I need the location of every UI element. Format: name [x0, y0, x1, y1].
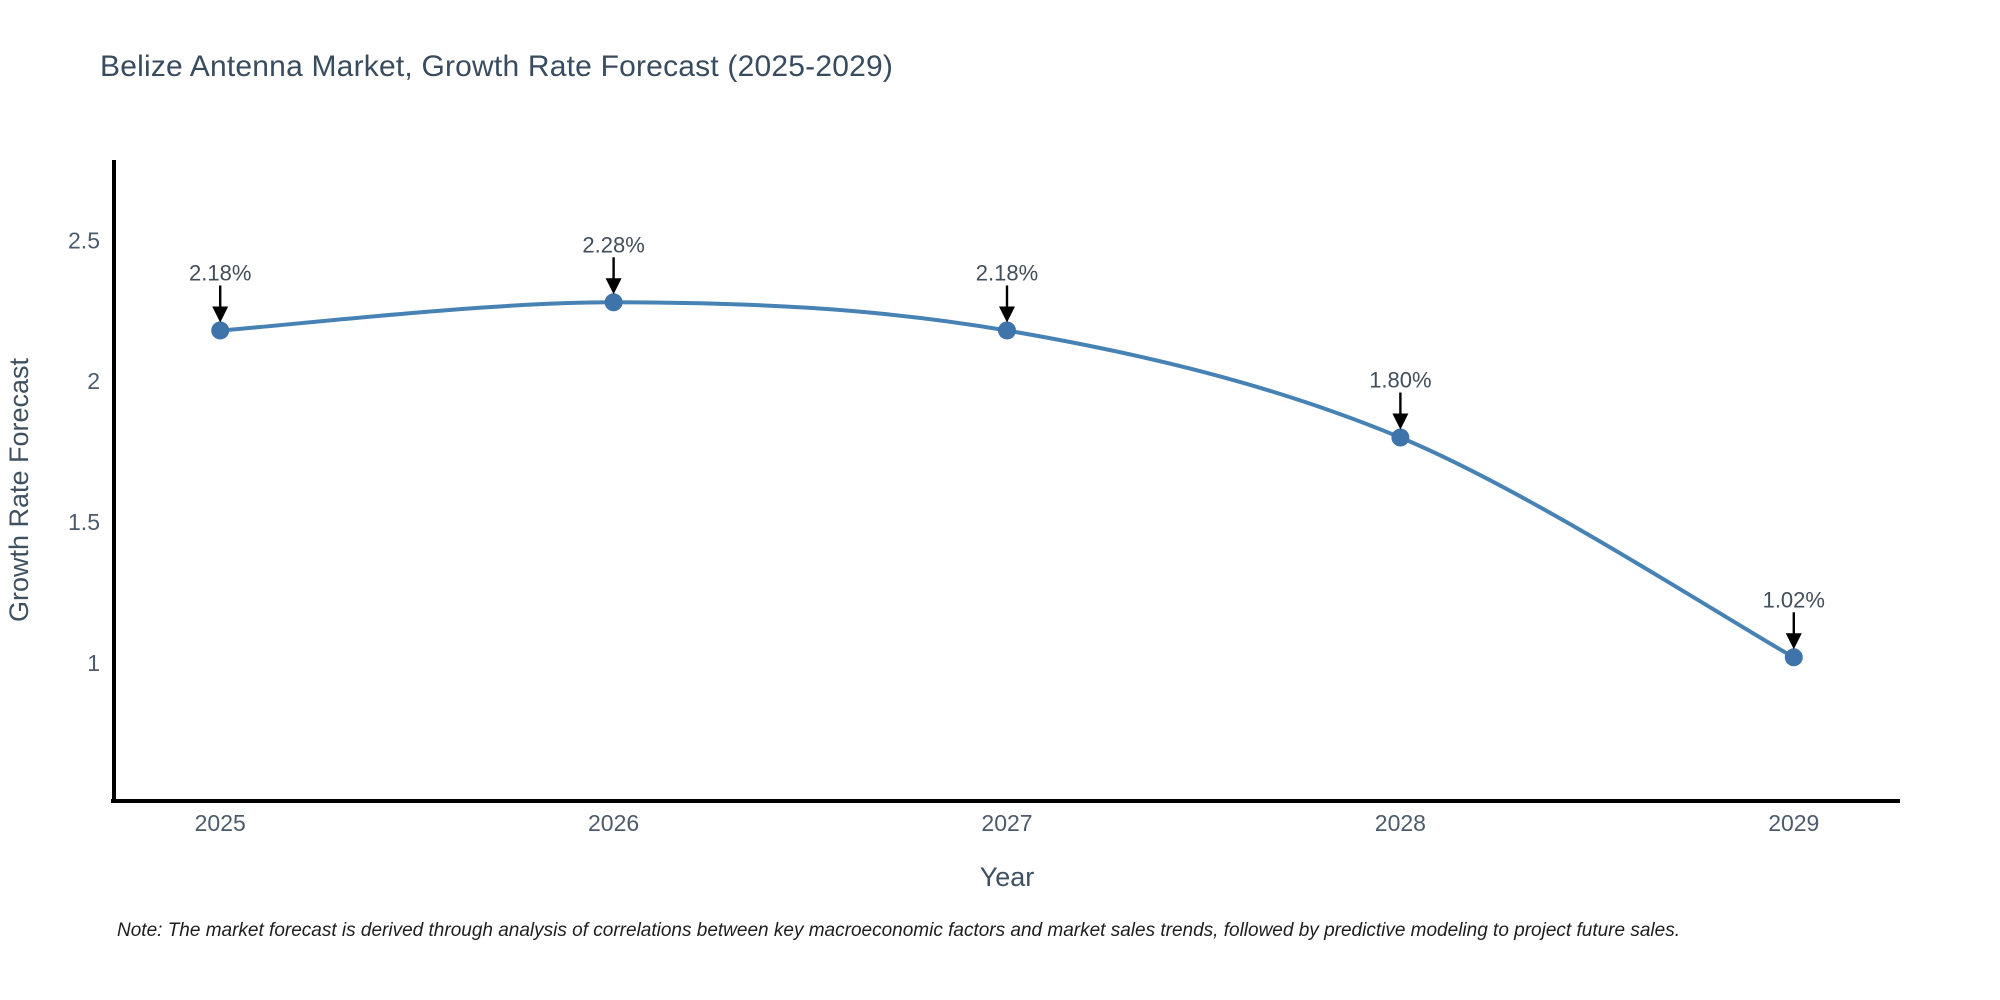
- annotation-label: 2.28%: [582, 232, 644, 257]
- y-axis-title: Growth Rate Forecast: [4, 357, 34, 622]
- y-tick-label: 2.5: [68, 227, 100, 253]
- data-point: [604, 293, 623, 312]
- annotation-arrowhead-icon: [212, 306, 229, 323]
- y-tick-label: 1: [87, 650, 100, 676]
- footnote: Note: The market forecast is derived thr…: [117, 920, 1680, 941]
- annotation-arrowhead-icon: [1392, 413, 1409, 430]
- x-tick-label: 2026: [588, 810, 639, 836]
- annotation-arrowhead-icon: [999, 306, 1015, 323]
- data-point: [1391, 428, 1410, 447]
- trend-line: [218, 300, 1796, 660]
- annotation-arrowhead-icon: [605, 278, 622, 295]
- x-tick-label: 2028: [1375, 810, 1426, 836]
- x-tick-label: 2029: [1768, 810, 1819, 836]
- x-tick-label: 2027: [981, 810, 1032, 836]
- annotation-arrowhead-icon: [1785, 633, 1802, 650]
- y-tick-label: 2: [87, 368, 100, 394]
- annotation-label: 2.18%: [189, 260, 251, 285]
- x-tick-label: 2025: [195, 810, 246, 836]
- y-tick-label: 1.5: [68, 509, 100, 535]
- annotation-label: 1.80%: [1369, 368, 1431, 393]
- data-point: [211, 321, 230, 340]
- data-point: [1784, 648, 1803, 667]
- annotation-label: 1.02%: [1763, 587, 1825, 612]
- x-axis-title: Year: [980, 862, 1035, 892]
- chart-title: Belize Antenna Market, Growth Rate Forec…: [100, 50, 894, 83]
- annotation-label: 2.18%: [976, 260, 1038, 285]
- data-point: [998, 321, 1016, 340]
